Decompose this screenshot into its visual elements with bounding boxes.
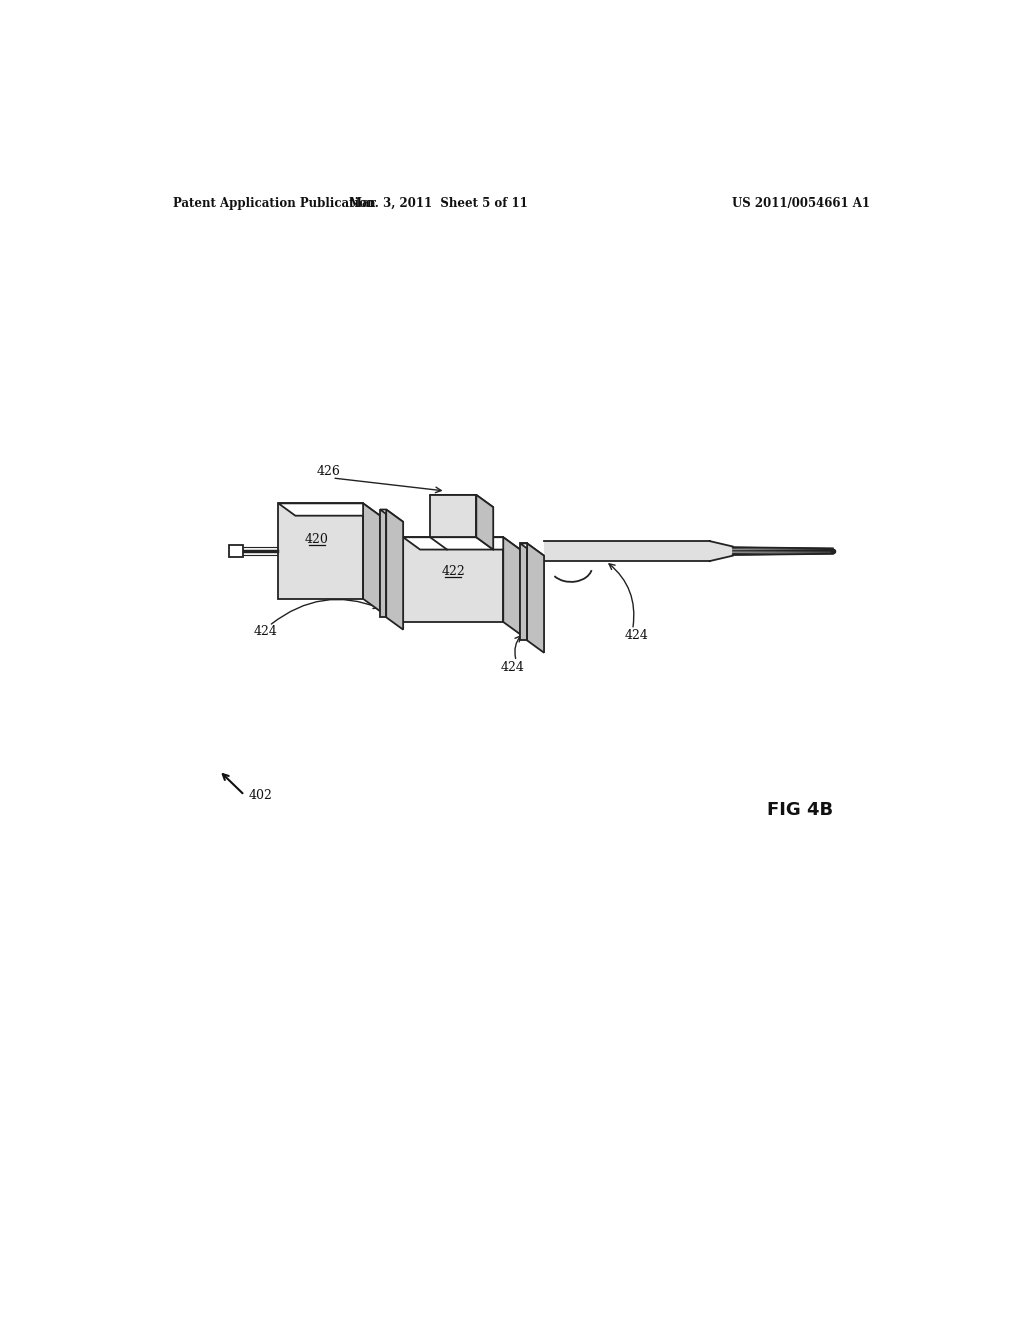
Polygon shape — [229, 545, 243, 557]
Bar — [544, 541, 710, 561]
Polygon shape — [430, 495, 494, 507]
Text: 420: 420 — [305, 533, 329, 546]
Polygon shape — [503, 537, 520, 635]
Polygon shape — [430, 495, 476, 537]
Text: 422: 422 — [441, 565, 465, 578]
Polygon shape — [476, 495, 494, 549]
Polygon shape — [380, 510, 386, 618]
Text: US 2011/0054661 A1: US 2011/0054661 A1 — [732, 197, 869, 210]
Polygon shape — [520, 544, 544, 556]
Polygon shape — [386, 510, 403, 630]
Text: 402: 402 — [249, 788, 272, 801]
Polygon shape — [403, 537, 520, 549]
Text: FIG 4B: FIG 4B — [767, 801, 834, 820]
Polygon shape — [710, 541, 733, 561]
Text: Mar. 3, 2011  Sheet 5 of 11: Mar. 3, 2011 Sheet 5 of 11 — [349, 197, 528, 210]
Polygon shape — [403, 537, 503, 622]
Text: 424: 424 — [253, 626, 278, 639]
Polygon shape — [279, 503, 380, 516]
Text: 424: 424 — [625, 630, 648, 643]
Polygon shape — [364, 503, 380, 611]
Text: Patent Application Publication: Patent Application Publication — [173, 197, 376, 210]
Polygon shape — [380, 510, 403, 521]
Polygon shape — [279, 503, 364, 599]
Text: 424: 424 — [501, 661, 524, 675]
Polygon shape — [527, 544, 544, 653]
Text: 426: 426 — [316, 465, 340, 478]
Polygon shape — [520, 544, 527, 640]
